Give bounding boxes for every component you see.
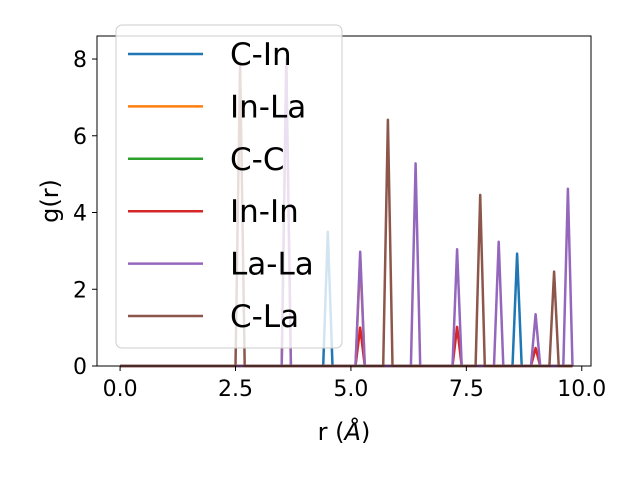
legend-label-c-la: C-La bbox=[230, 299, 299, 335]
y-tick-label: 8 bbox=[73, 48, 87, 73]
legend-label-c-in: C-In bbox=[230, 37, 292, 73]
legend: C-In In-La C-C In-In La-La C-La bbox=[115, 24, 343, 349]
x-tick-label: 7.5 bbox=[449, 377, 484, 402]
series-line-in-in bbox=[120, 325, 573, 368]
legend-label-la-la: La-La bbox=[230, 247, 314, 283]
y-axis-ticks: 0 2 4 6 8 bbox=[73, 48, 97, 380]
legend-label-c-c: C-C bbox=[230, 142, 284, 178]
x-axis-label: r (Å) bbox=[318, 417, 371, 446]
x-tick-label: 0.0 bbox=[103, 377, 138, 402]
y-tick-label: 6 bbox=[73, 125, 87, 150]
legend-label-in-in: In-In bbox=[230, 194, 299, 230]
y-tick-label: 2 bbox=[73, 278, 87, 303]
y-tick-label: 4 bbox=[73, 202, 87, 227]
x-tick-label: 10.0 bbox=[557, 377, 606, 402]
y-tick-label: 0 bbox=[73, 355, 87, 380]
x-tick-label: 2.5 bbox=[218, 377, 253, 402]
y-axis-label: g(r) bbox=[36, 179, 64, 223]
x-axis-ticks: 0.0 2.5 5.0 7.5 10.0 bbox=[103, 366, 606, 402]
x-tick-label: 5.0 bbox=[333, 377, 368, 402]
legend-box bbox=[115, 24, 343, 349]
axes-frame bbox=[96, 35, 592, 367]
legend-label-in-la: In-La bbox=[230, 89, 306, 125]
